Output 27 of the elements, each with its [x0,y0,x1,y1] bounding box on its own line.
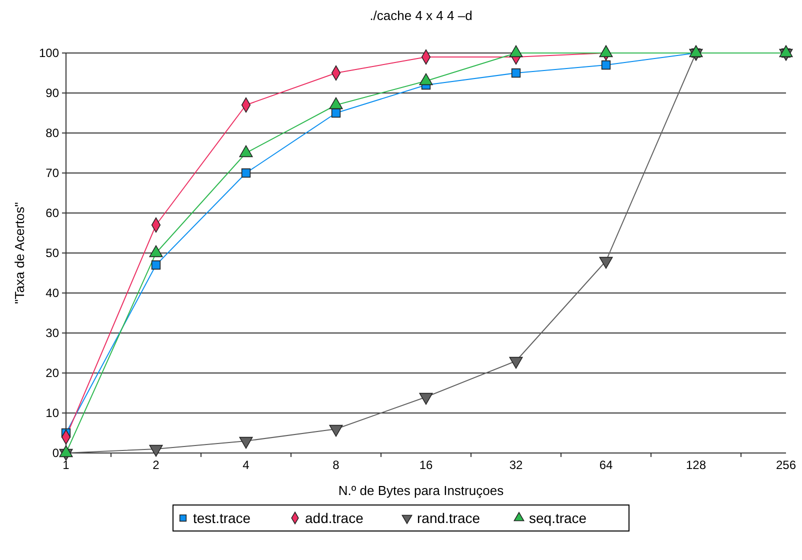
x-tick-label: 128 [686,458,706,472]
y-tick-label: 0 [52,446,60,460]
y-tick-label: 40 [46,286,60,300]
x-tick-label: 2 [152,458,160,472]
y-tick-label: 20 [46,366,60,380]
x-tick-label: 64 [599,458,613,472]
legend-label: rand.trace [417,510,480,526]
x-tick-label: 1 [62,458,70,472]
y-axis-title: "Taxa de Acertos" [12,202,27,304]
legend-label: add.trace [305,510,364,526]
chart-title: ./cache 4 x 4 4 –d [370,8,472,23]
y-tick-label: 100 [38,46,60,60]
x-tick-label: 4 [242,458,250,472]
y-tick-label: 60 [46,206,60,220]
legend-label: test.trace [193,510,251,526]
x-tick-label: 256 [776,458,796,472]
x-tick-label: 8 [332,458,340,472]
x-axis-title: N.º de Bytes para Instruçoes [338,483,504,498]
y-tick-label: 10 [46,406,60,420]
x-tick-label: 32 [509,458,523,472]
y-tick-label: 80 [46,126,60,140]
y-tick-label: 70 [46,166,60,180]
legend-label: seq.trace [529,510,587,526]
y-tick-label: 30 [46,326,60,340]
y-tick-label: 90 [46,86,60,100]
y-tick-label: 50 [46,246,60,260]
x-tick-label: 16 [419,458,433,472]
